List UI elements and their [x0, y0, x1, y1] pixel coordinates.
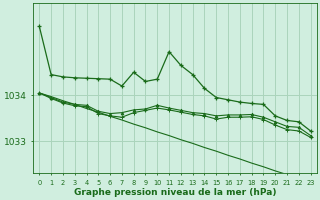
X-axis label: Graphe pression niveau de la mer (hPa): Graphe pression niveau de la mer (hPa): [74, 188, 276, 197]
